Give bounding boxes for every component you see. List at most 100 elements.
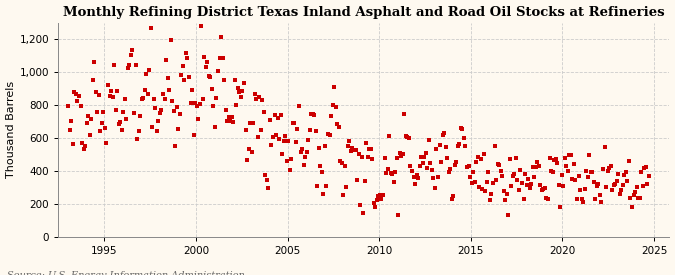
Point bbox=[313, 146, 324, 150]
Point bbox=[148, 96, 159, 101]
Point bbox=[466, 180, 477, 185]
Point bbox=[309, 113, 320, 117]
Point bbox=[480, 188, 491, 193]
Point bbox=[325, 114, 336, 118]
Point bbox=[267, 134, 278, 139]
Point bbox=[342, 144, 353, 148]
Point bbox=[392, 155, 402, 160]
Point bbox=[595, 192, 605, 197]
Point bbox=[470, 160, 481, 164]
Point bbox=[193, 117, 204, 122]
Point bbox=[145, 26, 156, 31]
Point bbox=[211, 96, 222, 100]
Point bbox=[404, 136, 414, 140]
Point bbox=[387, 171, 398, 176]
Point bbox=[547, 170, 558, 174]
Point bbox=[607, 188, 618, 192]
Point bbox=[184, 75, 194, 79]
Point bbox=[567, 176, 578, 181]
Point bbox=[312, 183, 323, 188]
Point bbox=[252, 135, 263, 140]
Point bbox=[133, 128, 144, 133]
Point bbox=[269, 113, 280, 117]
Point bbox=[93, 93, 104, 97]
Point bbox=[303, 138, 314, 142]
Point bbox=[205, 75, 216, 79]
Point bbox=[643, 174, 654, 178]
Point bbox=[122, 66, 133, 71]
Point bbox=[236, 95, 246, 99]
Point bbox=[336, 161, 347, 165]
Point bbox=[69, 90, 80, 94]
Point bbox=[425, 161, 436, 166]
Point bbox=[495, 168, 506, 173]
Point bbox=[209, 125, 220, 130]
Point bbox=[541, 196, 552, 200]
Point bbox=[255, 127, 266, 132]
Point bbox=[180, 50, 191, 55]
Point bbox=[408, 175, 419, 179]
Point bbox=[119, 97, 130, 101]
Point bbox=[87, 77, 98, 82]
Point bbox=[451, 160, 462, 164]
Point bbox=[265, 118, 275, 123]
Point bbox=[479, 152, 489, 156]
Point bbox=[359, 178, 370, 183]
Point bbox=[196, 24, 207, 28]
Point bbox=[356, 155, 367, 159]
Point bbox=[452, 144, 463, 148]
Point bbox=[194, 101, 205, 106]
Point bbox=[118, 109, 129, 114]
Point bbox=[174, 111, 185, 116]
Point bbox=[433, 174, 443, 179]
Point bbox=[526, 182, 537, 186]
Point bbox=[74, 93, 84, 98]
Point bbox=[281, 159, 292, 163]
Point bbox=[431, 147, 442, 151]
Point bbox=[642, 182, 653, 186]
Point bbox=[288, 121, 298, 125]
Point bbox=[502, 191, 512, 196]
Point bbox=[230, 78, 240, 82]
Point bbox=[620, 170, 631, 174]
Point bbox=[109, 63, 119, 67]
Point bbox=[602, 169, 613, 173]
Point bbox=[539, 185, 550, 190]
Point bbox=[460, 144, 471, 148]
Point bbox=[475, 157, 486, 161]
Point bbox=[304, 128, 315, 133]
Point bbox=[474, 185, 485, 189]
Point bbox=[603, 166, 614, 170]
Point bbox=[591, 184, 602, 188]
Point bbox=[396, 154, 407, 158]
Point bbox=[399, 112, 410, 116]
Point bbox=[107, 95, 118, 99]
Point bbox=[524, 185, 535, 190]
Point bbox=[599, 144, 610, 149]
Point bbox=[144, 68, 155, 72]
Point bbox=[605, 164, 616, 168]
Point bbox=[72, 98, 83, 103]
Point bbox=[324, 133, 335, 138]
Point bbox=[340, 163, 350, 168]
Point bbox=[587, 170, 597, 174]
Point bbox=[555, 205, 566, 209]
Point bbox=[274, 137, 285, 142]
Point bbox=[100, 126, 111, 130]
Point bbox=[434, 143, 445, 147]
Point bbox=[566, 153, 576, 157]
Point bbox=[613, 172, 624, 176]
Point bbox=[572, 197, 583, 201]
Point bbox=[280, 134, 291, 139]
Point bbox=[450, 163, 460, 167]
Point bbox=[564, 153, 575, 158]
Point bbox=[272, 116, 283, 120]
Point bbox=[379, 156, 390, 160]
Point bbox=[197, 97, 208, 101]
Point bbox=[292, 126, 303, 131]
Point bbox=[469, 180, 480, 184]
Point bbox=[321, 184, 332, 188]
Point bbox=[485, 198, 495, 202]
Point bbox=[521, 182, 532, 187]
Point bbox=[377, 192, 388, 197]
